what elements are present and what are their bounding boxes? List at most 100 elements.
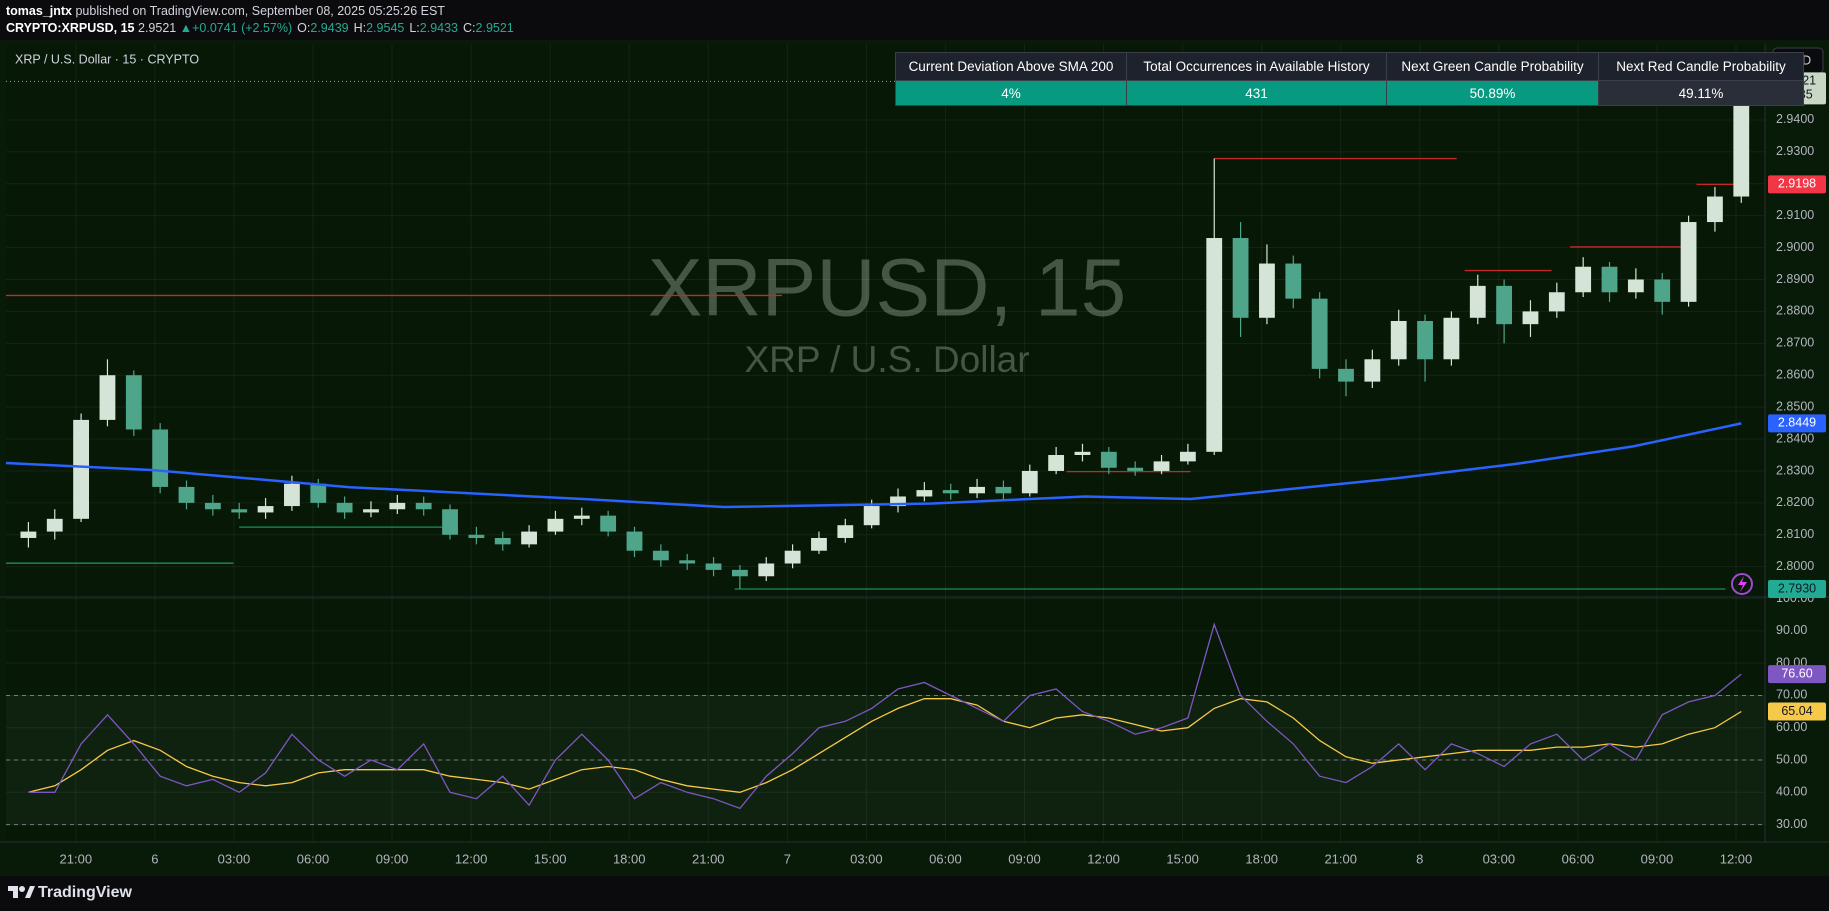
price-badge-label: 2.7930 xyxy=(1778,581,1816,595)
price-badge-label: 2.8449 xyxy=(1778,416,1816,430)
y-tick-label: 2.8200 xyxy=(1776,495,1814,509)
candle-body xyxy=(916,490,933,497)
candle-body xyxy=(1259,263,1275,318)
candle-body xyxy=(1232,238,1249,318)
candle-body xyxy=(969,486,985,494)
candle-body xyxy=(1522,311,1539,325)
candle-body xyxy=(626,531,643,551)
x-tick-label: 18:00 xyxy=(613,851,646,866)
stats-table: Current Deviation Above SMA 200 Total Occ… xyxy=(895,52,1804,106)
stats-value: 49.11% xyxy=(1598,80,1804,106)
y-tick-label: 2.8000 xyxy=(1776,559,1814,573)
candle-body xyxy=(811,537,827,551)
x-tick-label: 8 xyxy=(1416,851,1423,866)
candle-body xyxy=(1417,320,1433,360)
candle-body xyxy=(1575,266,1592,293)
x-tick-label: 6 xyxy=(151,851,158,866)
x-tick-label: 06:00 xyxy=(297,851,330,866)
candle-body xyxy=(890,496,906,507)
candle-body xyxy=(125,375,142,430)
logo-text: TradingView xyxy=(38,884,133,901)
last-price: 2.9521 xyxy=(138,21,177,35)
y-tick-label: 2.8700 xyxy=(1776,336,1814,350)
candle-body xyxy=(204,502,221,510)
candle-body xyxy=(1153,461,1170,471)
candle-body xyxy=(1127,467,1144,471)
candle-body xyxy=(284,483,300,507)
x-tick-label: 09:00 xyxy=(1641,851,1674,866)
logo-mark xyxy=(8,886,18,898)
x-tick-label: 18:00 xyxy=(1245,851,1278,866)
watermark-name: XRP / U.S. Dollar xyxy=(744,339,1029,380)
price-badge xyxy=(1768,702,1826,721)
quote-line: CRYPTO:XRPUSD, 15 2.9521 ▲+0.0741 (+2.57… xyxy=(6,21,514,35)
candle-body xyxy=(494,537,511,545)
price-badge xyxy=(1768,580,1826,599)
x-tick-label: 03:00 xyxy=(850,851,883,866)
candle-body xyxy=(178,486,195,503)
rsi-tick-label: 60.00 xyxy=(1776,720,1807,734)
candle-body xyxy=(415,502,432,510)
rsi-tick-label: 40.00 xyxy=(1776,785,1807,799)
candle-body xyxy=(1680,222,1697,302)
price-badge xyxy=(1768,665,1826,684)
x-tick-label: 7 xyxy=(784,851,791,866)
x-tick-label: 15:00 xyxy=(534,851,567,866)
candle-body xyxy=(731,569,748,577)
rsi-tick-label: 90.00 xyxy=(1776,623,1807,637)
x-tick-label: 03:00 xyxy=(1483,851,1516,866)
candle-body xyxy=(521,531,537,545)
candle-body xyxy=(1338,368,1354,382)
candle-body xyxy=(547,518,564,532)
candle-body xyxy=(20,531,37,538)
candle-body xyxy=(468,534,485,538)
alert-icon-bolt xyxy=(1738,576,1747,592)
candle-body xyxy=(1548,292,1565,312)
x-tick-label: 06:00 xyxy=(1562,851,1595,866)
x-tick-label: 21:00 xyxy=(1324,851,1357,866)
publish-line: tomas_jntx published on TradingView.com,… xyxy=(6,4,445,18)
candle-body xyxy=(73,419,90,519)
candle-body xyxy=(1627,279,1644,293)
candle-body xyxy=(995,486,1012,494)
stats-value: 50.89% xyxy=(1386,80,1599,106)
ohlc-value: 2.9439 xyxy=(310,21,349,35)
candle-body xyxy=(1100,451,1117,468)
candle-body xyxy=(1733,81,1750,197)
watermark-symbol: XRPUSD, 15 xyxy=(648,243,1127,334)
stats-header: Current Deviation Above SMA 200 xyxy=(895,52,1127,81)
tradingview-logo: TradingView xyxy=(8,884,133,901)
alert-icon[interactable] xyxy=(1731,573,1753,595)
candle-body xyxy=(1021,470,1038,494)
ohlc-label: O: xyxy=(297,21,311,35)
candle-body xyxy=(152,429,169,487)
candle-body xyxy=(442,509,458,535)
author: tomas_jntx xyxy=(6,4,72,18)
price-badge-label: 65.04 xyxy=(1781,704,1812,718)
candle-body xyxy=(99,375,116,420)
rsi-tick-label: 30.00 xyxy=(1776,817,1807,831)
x-tick-label: 09:00 xyxy=(376,851,409,866)
x-tick-label: 03:00 xyxy=(218,851,251,866)
candle-body xyxy=(1469,285,1486,318)
ohlc-label: L: xyxy=(409,21,420,35)
candle-body xyxy=(1311,298,1328,369)
y-tick-label: 2.8400 xyxy=(1776,431,1814,445)
candle-body xyxy=(1048,455,1065,471)
candle-body xyxy=(257,506,274,513)
candle-body xyxy=(652,550,669,561)
candle-body xyxy=(1496,285,1513,325)
candle-body xyxy=(1074,451,1091,456)
symbol-label: XRP / U.S. Dollar · 15 · CRYPTO xyxy=(15,52,199,66)
y-tick-label: 2.8900 xyxy=(1776,272,1814,286)
price-badge xyxy=(1768,175,1826,194)
y-tick-label: 2.9000 xyxy=(1776,240,1814,254)
price-badge-label: 2.9198 xyxy=(1778,177,1816,191)
candle-body xyxy=(46,518,63,532)
candle-body xyxy=(705,563,722,570)
candle-body xyxy=(363,509,379,513)
rsi-tick-label: 50.00 xyxy=(1776,752,1807,766)
y-tick-label: 2.8100 xyxy=(1776,527,1814,541)
y-tick-label: 2.8300 xyxy=(1776,463,1814,477)
y-tick-label: 2.8600 xyxy=(1776,368,1814,382)
